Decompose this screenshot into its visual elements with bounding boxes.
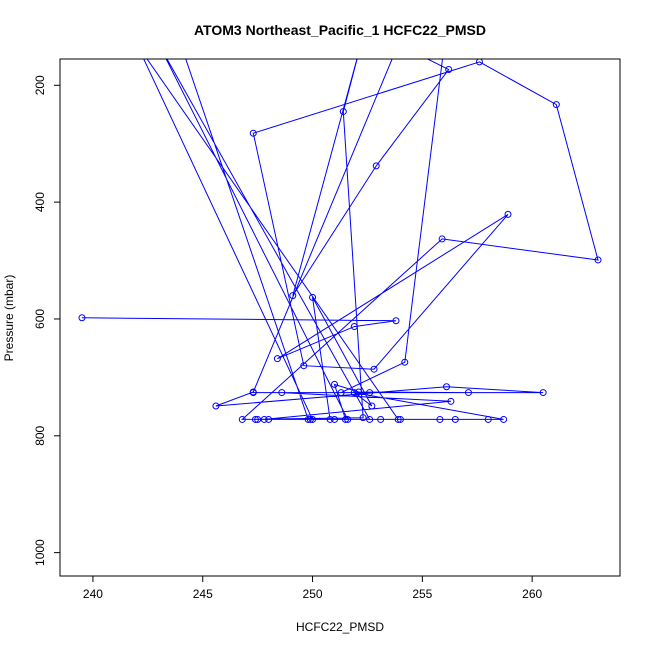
data-point	[341, 415, 349, 423]
y-tick-label: 600	[33, 309, 47, 329]
data-point	[464, 389, 472, 397]
data-point	[289, 292, 297, 300]
axes: 240 245 250 255 260 200 400 600 800 1000	[33, 75, 542, 601]
data-point	[447, 397, 455, 405]
data-point	[500, 415, 508, 423]
x-tick-label: 245	[193, 587, 213, 601]
data-point	[254, 415, 262, 423]
data-point	[355, 388, 363, 396]
data-point	[278, 389, 286, 397]
data-point	[344, 415, 352, 423]
data-point	[238, 415, 246, 423]
data-point	[359, 414, 367, 422]
data-point	[249, 389, 257, 397]
chart-title: ATOM3 Northeast_Pacific_1 HCFC22_PMSD	[194, 22, 486, 38]
data-point	[443, 383, 451, 391]
y-tick-label: 800	[33, 425, 47, 445]
data-point	[249, 129, 257, 137]
data-point	[309, 415, 317, 423]
data-point	[350, 389, 358, 397]
data-point	[300, 362, 308, 370]
y-tick-label: 1000	[33, 539, 47, 566]
data-point	[552, 101, 560, 109]
data-point	[337, 389, 345, 397]
data-point	[445, 66, 453, 74]
data-point	[504, 210, 512, 218]
data-point	[539, 389, 547, 397]
data-point	[212, 402, 220, 410]
series-line	[81, 59, 599, 420]
data-point	[309, 293, 317, 301]
data-point	[331, 415, 339, 423]
x-tick-label: 260	[522, 587, 542, 601]
plot-data-layer	[78, 59, 602, 423]
data-point	[436, 415, 444, 423]
data-point	[331, 380, 339, 388]
data-point	[396, 415, 404, 423]
data-point	[273, 355, 281, 363]
data-point	[260, 415, 268, 423]
data-point	[265, 415, 273, 423]
data-point	[366, 389, 374, 397]
data-point	[438, 235, 446, 243]
x-tick-label: 255	[412, 587, 432, 601]
data-point	[304, 415, 312, 423]
data-point	[394, 415, 402, 423]
data-point	[368, 402, 376, 410]
data-point	[251, 415, 259, 423]
data-point	[326, 415, 334, 423]
data-point	[392, 317, 400, 325]
y-tick-label: 400	[33, 192, 47, 212]
x-axis-label: HCFC22_PMSD	[296, 620, 384, 634]
data-point	[594, 256, 602, 264]
data-point	[484, 415, 492, 423]
data-point	[78, 314, 86, 322]
data-point	[339, 108, 347, 116]
data-point	[372, 162, 380, 170]
y-axis-label: Pressure (mbar)	[2, 275, 16, 362]
data-point	[401, 358, 409, 366]
data-point	[306, 415, 314, 423]
data-point	[370, 365, 378, 373]
y-tick-label: 200	[33, 75, 47, 95]
data-point	[366, 415, 374, 423]
x-tick-label: 250	[303, 587, 323, 601]
x-tick-label: 240	[83, 587, 103, 601]
plot-frame	[59, 58, 621, 577]
data-point	[451, 415, 459, 423]
data-point	[350, 323, 358, 331]
data-point	[377, 415, 385, 423]
data-point	[475, 59, 483, 66]
